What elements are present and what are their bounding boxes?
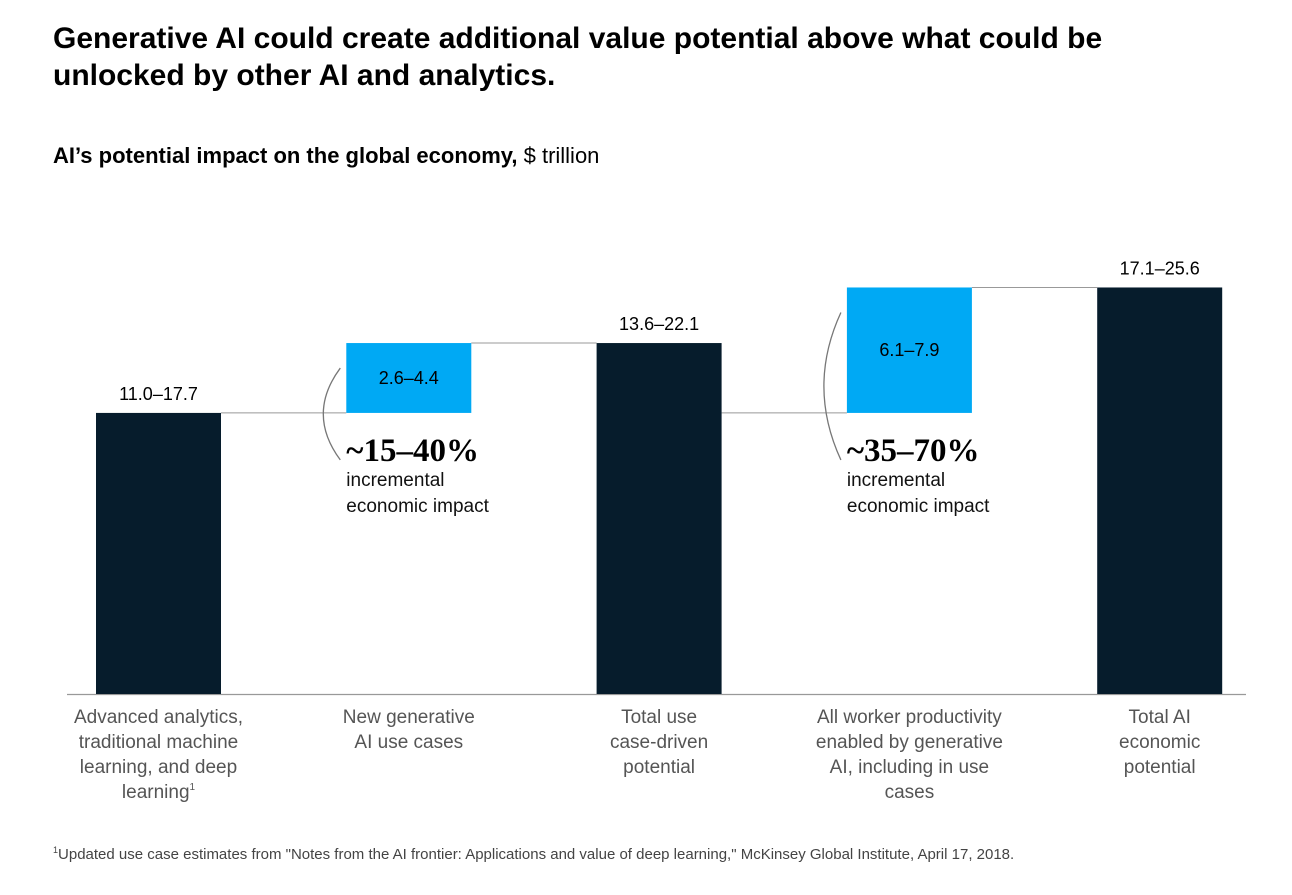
category-label-line: potential — [1124, 757, 1196, 778]
footnote-mark: 1 — [190, 782, 196, 793]
impact-description: incremental — [847, 470, 945, 491]
chart-title: Generative AI could create additional va… — [53, 22, 1103, 92]
category-label-line: enabled by generative — [816, 732, 1003, 753]
category-label-line: Total use — [621, 707, 697, 728]
data-label: 2.6–4.4 — [379, 368, 439, 388]
category-label-line: case-driven — [610, 732, 708, 753]
category-label-line: All worker productivity — [817, 707, 1002, 728]
impact-description: economic impact — [346, 496, 489, 517]
category-label: Total AI economic potential — [1119, 707, 1200, 778]
category-label-line: Total AI — [1129, 707, 1191, 728]
impact-description: incremental — [346, 470, 444, 491]
bar-3 — [596, 343, 722, 694]
category-label-line: cases — [885, 782, 935, 803]
category-label-line: AI, including in use — [830, 757, 990, 778]
category-label: All worker productivity enabled by genera… — [816, 707, 1003, 803]
data-label: 6.1–7.9 — [879, 340, 939, 360]
bar-4 — [846, 287, 972, 413]
category-label-line: AI use cases — [354, 732, 463, 753]
category-label: Advanced analytics, traditional machine le… — [74, 707, 243, 803]
bar-2 — [346, 343, 472, 413]
category-label-line: economic — [1119, 732, 1200, 753]
category-label-line: potential — [623, 757, 695, 778]
impact-percentage: ~35–70% — [847, 433, 980, 469]
category-label-line: Advanced analytics, — [74, 707, 243, 728]
category-label-line: New generative — [343, 707, 475, 728]
data-label: 11.0–17.7 — [119, 384, 198, 404]
chart-subtitle: AI’s potential impact on the global econ… — [53, 143, 599, 169]
subtitle-main: AI’s potential impact on the global econ… — [53, 143, 518, 168]
bar-5 — [1097, 287, 1223, 694]
data-label: 13.6–22.1 — [619, 314, 699, 334]
impact-percentage: ~15–40% — [346, 433, 479, 469]
footnote-text: Updated use case estimates from "Notes f… — [58, 846, 1015, 863]
category-label: New generative AI use cases — [343, 707, 475, 753]
bar-1 — [96, 412, 221, 694]
bracket-icon — [322, 367, 341, 461]
data-label: 17.1–25.6 — [1120, 258, 1200, 278]
bracket-icon — [823, 312, 842, 461]
category-label-line: learning, and deep — [80, 757, 237, 778]
category-label-line: learning — [122, 782, 190, 803]
footnote: 1Updated use case estimates from "Notes … — [53, 845, 1014, 863]
subtitle-unit: $ trillion — [517, 143, 600, 168]
category-label: Total use case-driven potential — [610, 707, 708, 778]
category-label-line: traditional machine — [79, 732, 238, 753]
impact-description: economic impact — [847, 496, 990, 517]
footnote-mark: 1 — [53, 845, 59, 855]
